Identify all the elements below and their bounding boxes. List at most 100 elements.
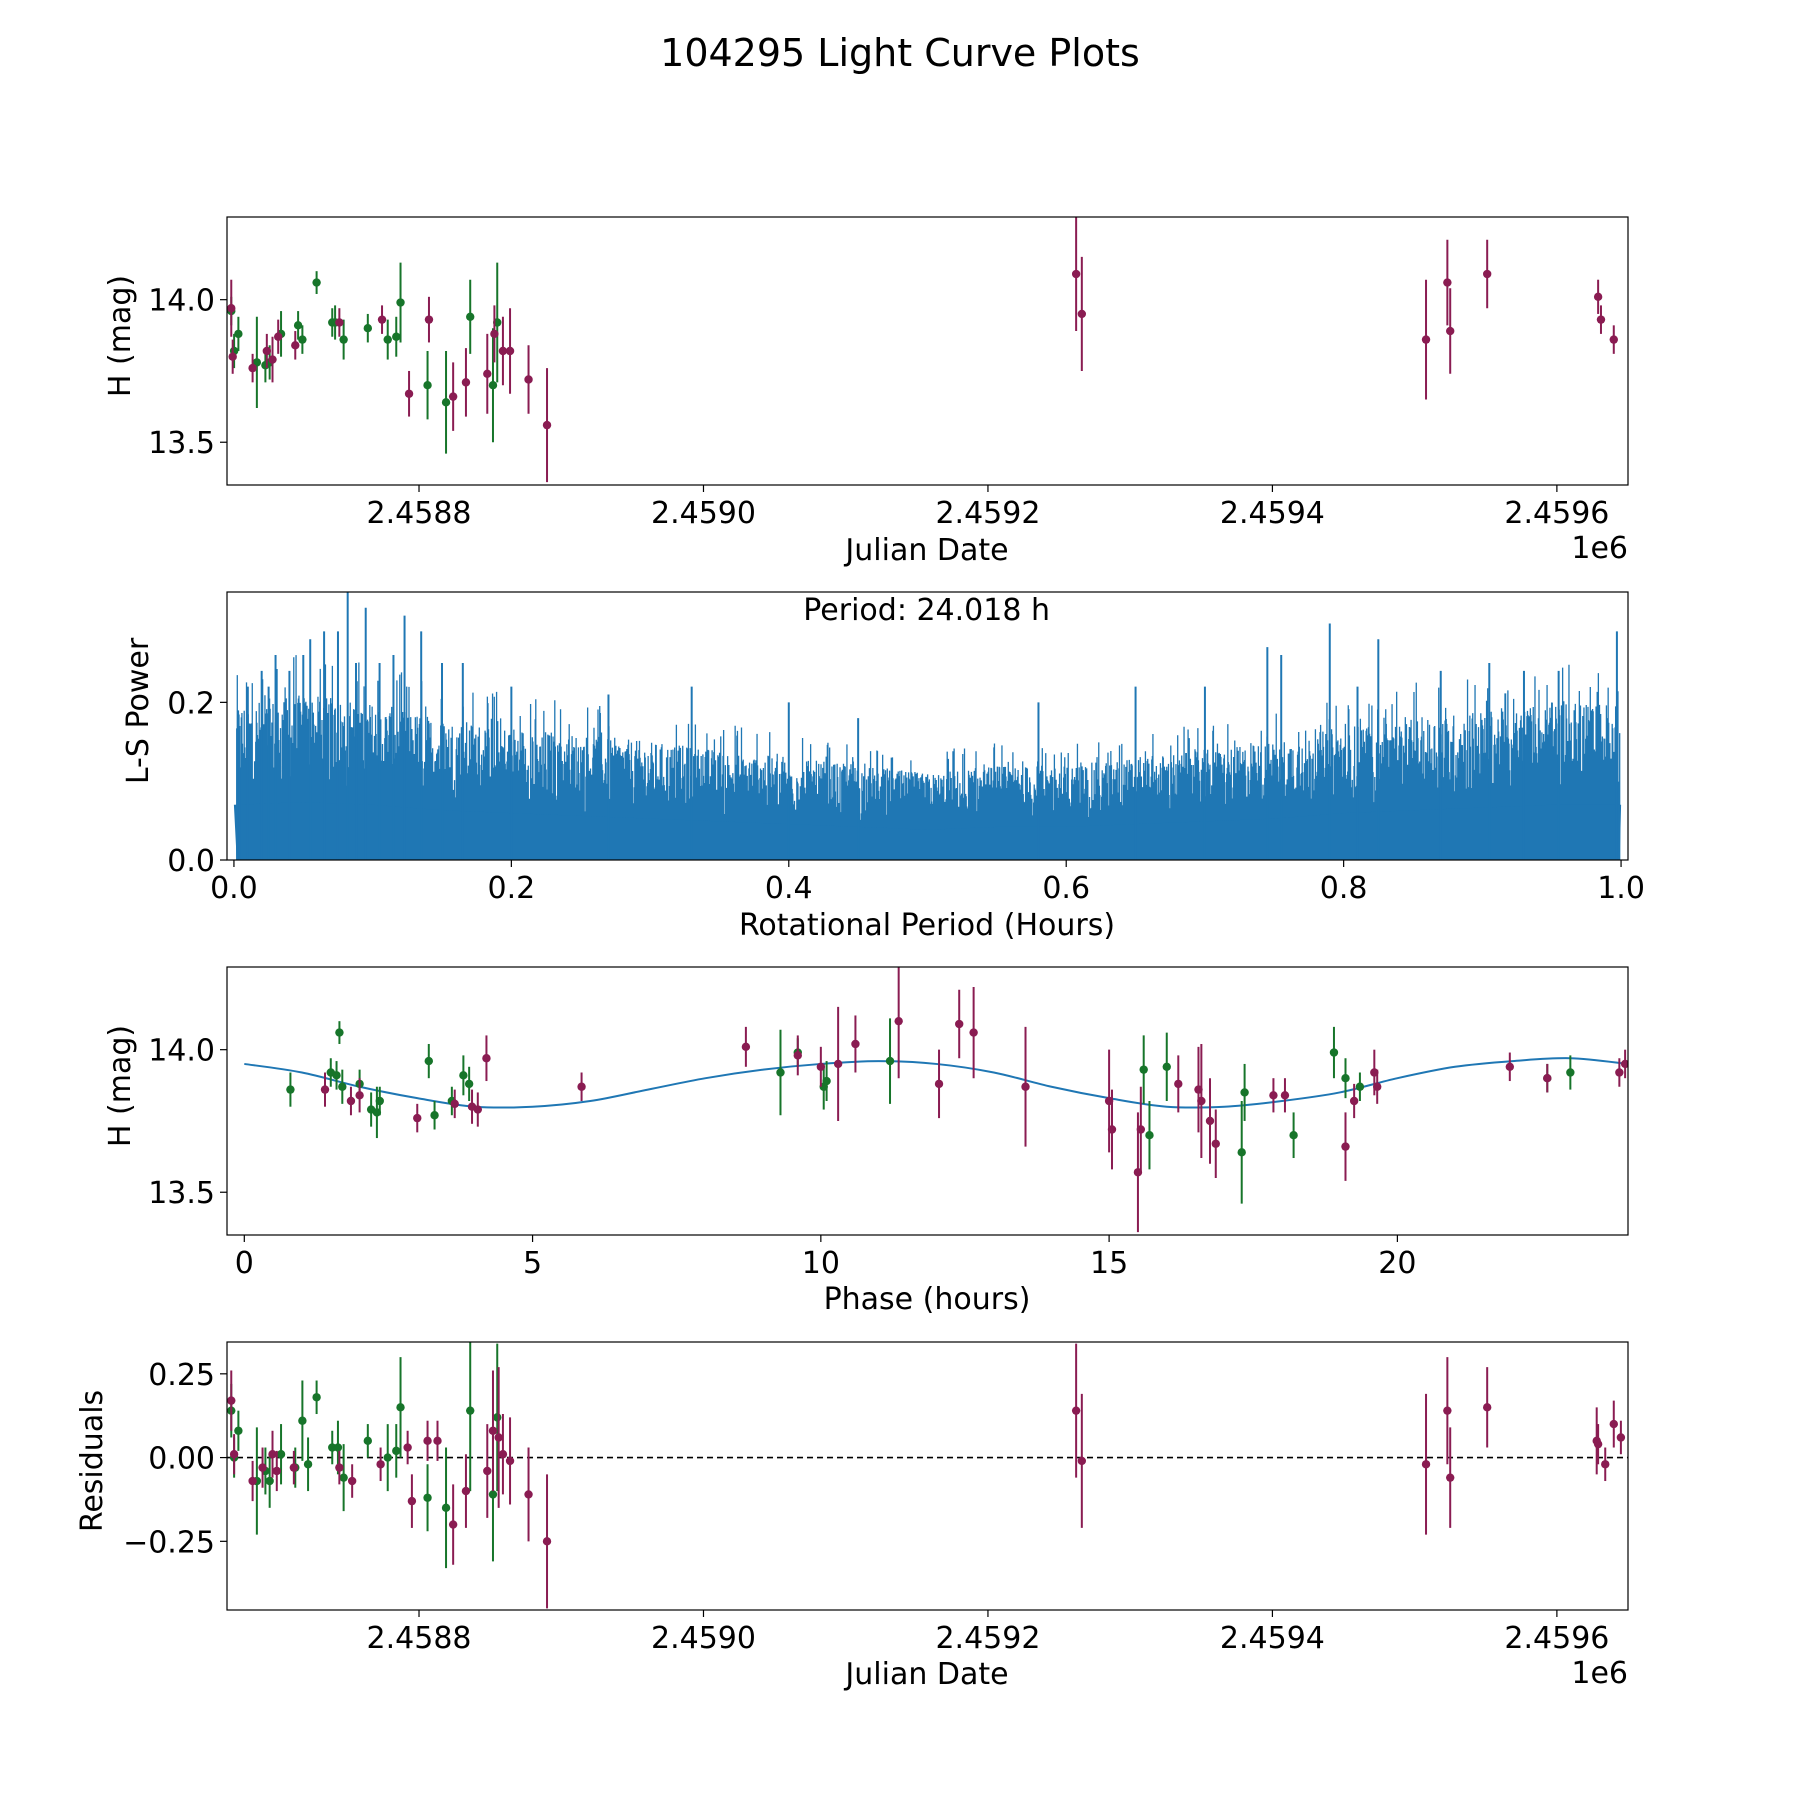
lightcurve-magenta-point (461, 378, 471, 387)
lightcurve-green-point (423, 381, 432, 390)
phased-magenta-point (577, 1082, 586, 1091)
residuals-offset-label: 1e6 (1571, 1656, 1628, 1691)
lightcurve-magenta-point (483, 369, 492, 379)
residuals-magenta-point (498, 1450, 508, 1459)
periodogram-xtick-label: 1.0 (1597, 871, 1645, 906)
lightcurve-magenta-point (1077, 309, 1087, 319)
residuals-magenta-point (335, 1463, 344, 1472)
residuals-magenta-point (272, 1466, 281, 1476)
phased-magenta-point (413, 1113, 422, 1123)
lightcurve-magenta-point (268, 355, 277, 364)
residuals-magenta-point (542, 1537, 552, 1546)
residuals-magenta-point (494, 1433, 503, 1442)
lightcurve-green-point (466, 312, 475, 321)
lightcurve-magenta-point (228, 352, 237, 361)
phased-magenta-point (473, 1105, 482, 1114)
periodogram-spectrum-fill (233, 802, 1622, 860)
phased-magenta-point (320, 1085, 330, 1094)
residuals-green-point (303, 1460, 313, 1469)
lightcurve-xtick-label: 2.4588 (367, 496, 472, 531)
phased-magenta-point (1269, 1091, 1278, 1100)
phased-green-point (1289, 1131, 1298, 1140)
lightcurve-magenta-point (335, 318, 344, 327)
lightcurve-xtick-label: 2.4594 (1220, 496, 1325, 531)
lightcurve-ytick-label: 14.0 (148, 284, 215, 319)
phased-green-point (1341, 1073, 1350, 1083)
residuals-ylabel: Residuals (75, 1390, 110, 1532)
lightcurve-green-point (392, 332, 401, 341)
residuals-xtick-label: 2.4592 (935, 1621, 1040, 1656)
residuals-magenta-point (1482, 1403, 1492, 1412)
residuals-green-point (312, 1393, 321, 1402)
lightcurve-magenta-point (505, 346, 515, 356)
phased-green-point (885, 1056, 895, 1066)
residuals-plot-area (227, 1342, 1628, 1609)
periodogram-ylabel: L-S Power (121, 637, 156, 784)
lightcurve-magenta-point (227, 304, 236, 313)
phased-magenta-point (1349, 1096, 1359, 1106)
phased-frame (226, 966, 1629, 1236)
lightcurve-green-point (441, 398, 451, 407)
residuals-magenta-point (1443, 1406, 1452, 1415)
phased-magenta-point (969, 1028, 978, 1037)
lightcurve-magenta-point (248, 363, 257, 373)
phased-ytick-label: 14.0 (148, 1034, 215, 1069)
residuals-magenta-point (289, 1463, 299, 1472)
phased-green-point (1145, 1131, 1154, 1140)
residuals-magenta-point (483, 1466, 492, 1476)
residuals-magenta-point (1609, 1419, 1618, 1429)
residuals-magenta-point (461, 1486, 471, 1496)
phased-magenta-point (1373, 1082, 1382, 1091)
residuals-magenta-point (433, 1436, 442, 1446)
residuals-magenta-point (505, 1456, 515, 1466)
phased-magenta-point (894, 1016, 903, 1026)
phased-xlabel: Phase (hours) (824, 1282, 1031, 1317)
lightcurve-green-point (488, 381, 498, 390)
phased-xtick-label: 15 (1090, 1246, 1128, 1281)
periodogram-xlabel: Rotational Period (Hours) (739, 908, 1115, 943)
lightcurve-magenta-point (1443, 278, 1452, 287)
lightcurve-xlabel: Julian Date (843, 533, 1008, 568)
phased-magenta-point (1280, 1091, 1290, 1100)
lightcurve-magenta-point (274, 332, 283, 341)
phased-magenta-point (741, 1042, 751, 1052)
residuals-xtick-label: 2.4590 (651, 1621, 756, 1656)
phased-magenta-point (1107, 1125, 1117, 1134)
phased-magenta-point (816, 1062, 826, 1071)
phased-green-point (430, 1111, 439, 1120)
periodogram-xtick-label: 0.8 (1320, 871, 1368, 906)
figure-title: 104295 Light Curve Plots (660, 31, 1140, 75)
residuals-magenta-point (229, 1450, 239, 1459)
phased-magenta-point (1197, 1096, 1206, 1106)
lightcurve-magenta-point (1593, 292, 1603, 302)
phased-magenta-point (355, 1091, 364, 1100)
phased-ytick-label: 13.5 (148, 1176, 215, 1211)
lightcurve-magenta-point (1071, 269, 1081, 279)
lightcurve-frame (226, 216, 1629, 486)
residuals-magenta-point (258, 1463, 267, 1472)
lightcurve-green-point (339, 335, 348, 344)
lightcurve-green-point (293, 321, 303, 330)
residuals-green-point (392, 1446, 401, 1456)
periodogram-panel: L-S Power Rotational Period (Hours) Peri… (121, 591, 1645, 943)
phased-magenta-point (346, 1096, 356, 1106)
residuals-green-point (363, 1436, 373, 1446)
residuals-magenta-point (423, 1436, 432, 1446)
phased-green-point (1162, 1062, 1171, 1071)
lightcurve-magenta-point (1446, 326, 1455, 336)
phased-green-point (1329, 1048, 1339, 1057)
lightcurve-magenta-point (424, 315, 434, 324)
phased-magenta-point (955, 1019, 964, 1029)
residuals-magenta-point (376, 1460, 385, 1469)
residuals-magenta-point (268, 1450, 277, 1459)
phased-magenta-point (450, 1099, 459, 1109)
periodogram-ytick-label: 0.0 (167, 844, 215, 879)
phased-magenta-point (1620, 1059, 1628, 1069)
residuals-xlabel: Julian Date (843, 1657, 1008, 1692)
phased-green-point (464, 1079, 474, 1089)
lightcurve-magenta-point (1421, 335, 1431, 344)
phased-magenta-point (1136, 1125, 1146, 1134)
periodogram-title: Period: 24.018 h (803, 593, 1050, 628)
lightcurve-xtick-label: 2.4590 (651, 496, 756, 531)
lightcurve-xtick-label: 2.4596 (1504, 496, 1609, 531)
